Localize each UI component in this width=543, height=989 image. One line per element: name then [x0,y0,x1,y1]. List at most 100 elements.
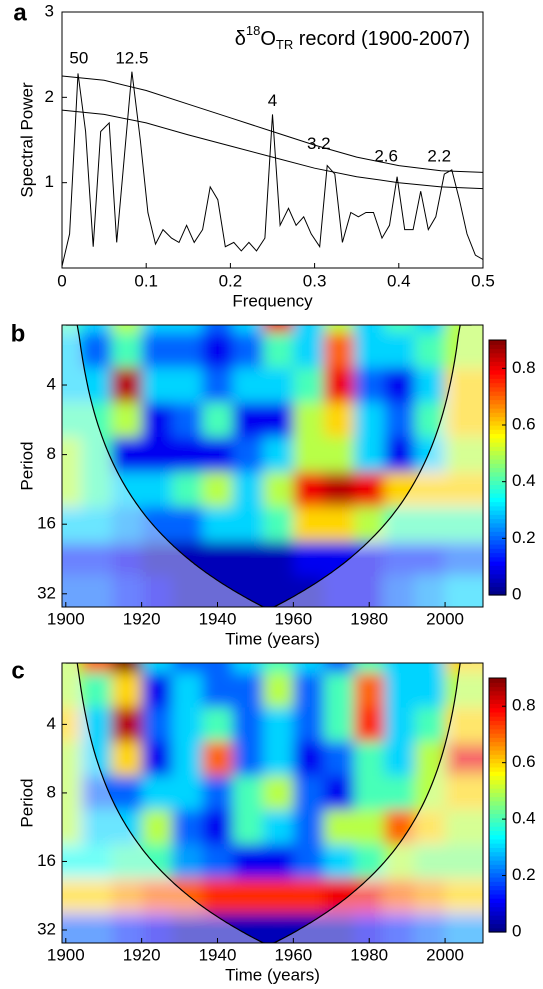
power-cell [232,844,265,880]
power-cell [263,367,295,404]
power-cell [323,367,356,404]
colorbar-step [489,361,506,367]
power-cell [263,775,295,812]
power-cell [445,775,483,812]
power-cell [384,663,416,674]
power-cell [80,437,113,474]
power-cell [80,367,113,404]
colorbar-step [489,872,506,878]
power-cell [62,325,82,334]
colorbar-step [489,737,506,743]
colorbar-step [489,514,506,520]
power-cell [62,878,82,914]
colorbar-step [489,399,506,405]
y-tick-label: 1 [45,172,54,191]
power-cell [354,775,386,812]
colorbar-step [489,885,506,891]
y-axis-label: Period [17,441,36,490]
colorbar-step [489,569,506,575]
colorbar-step [489,590,506,596]
power-cell [323,707,356,743]
power-cell [293,741,325,777]
power-cell [263,437,295,474]
y-tick-label: 8 [47,782,56,801]
title-part: record (1900-2007) [293,28,470,50]
power-cell [263,741,295,777]
x-axis-label: Time (years) [225,965,320,984]
peak-annotation: 4 [268,91,277,110]
colorbar-step [489,771,506,776]
colorbar-step [489,893,506,899]
colorbar-step [489,497,506,503]
colorbar-step [489,758,506,764]
power-cell [202,707,234,743]
power-cell [263,402,295,439]
colorbar-tick-label: 0.6 [512,752,536,771]
power-cell [171,844,204,880]
power-cell [445,325,483,334]
power-cell [323,437,356,474]
colorbar-step [489,682,506,688]
power-cell [62,673,82,709]
peak-annotation: 2.2 [427,147,451,166]
power-cell [141,367,173,404]
x-tick-label: 2000 [426,945,464,964]
colorbar-tick-label: 0.8 [512,358,536,377]
power-cell [62,741,82,777]
colorbar-step [489,889,506,895]
power-cell [111,576,143,607]
colorbar-step [489,847,506,853]
power-cell [62,775,82,812]
power-cell [445,707,483,743]
power-cell [171,437,204,474]
colorbar-step [489,510,506,515]
colorbar-step [489,352,506,358]
colorbar-step [489,711,506,717]
colorbar-step [489,357,506,362]
power-cell [445,576,483,607]
power-cell [354,673,386,709]
colorbar-step [489,792,506,798]
y-tick-label: 32 [37,583,56,602]
colorbar-step [489,826,506,831]
power-cell [62,541,82,578]
colorbar-step [489,860,506,865]
power-cell [293,775,325,812]
power-cell [414,471,447,508]
y-axis-label: Spectral Power [17,82,36,198]
power-cell [232,809,265,846]
colorbar-step [489,471,506,477]
colorbar-step [489,876,506,882]
power-cell [111,332,143,369]
power-cell [141,707,173,743]
power-cell [263,325,295,334]
colorbar-step [489,923,506,929]
power-cell [232,332,265,369]
x-tick-label: 0.1 [134,271,158,290]
power-cell [111,402,143,439]
power-cell [293,912,325,943]
power-cell [232,912,265,943]
x-tick-label: 0.2 [219,271,243,290]
colorbar-step [489,881,506,887]
power-cell [62,809,82,846]
power-cell [293,367,325,404]
colorbar-step [489,391,506,396]
colorbar-step [489,783,506,789]
power-cell [384,775,416,812]
power-cell [354,506,386,543]
colorbar-step [489,817,506,823]
power-cell [445,844,483,880]
colorbar-tick-label: 0.4 [512,471,536,490]
colorbar-step [489,728,506,734]
x-tick-label: 1960 [274,945,312,964]
power-cell [62,576,82,607]
power-cell [445,541,483,578]
power-cell [414,844,447,880]
colorbar-step [489,437,506,443]
power-cell [384,707,416,743]
power-cell [293,576,325,607]
peak-annotation: 2.6 [374,147,398,166]
power-cell [232,325,265,334]
power-cell [171,325,204,334]
